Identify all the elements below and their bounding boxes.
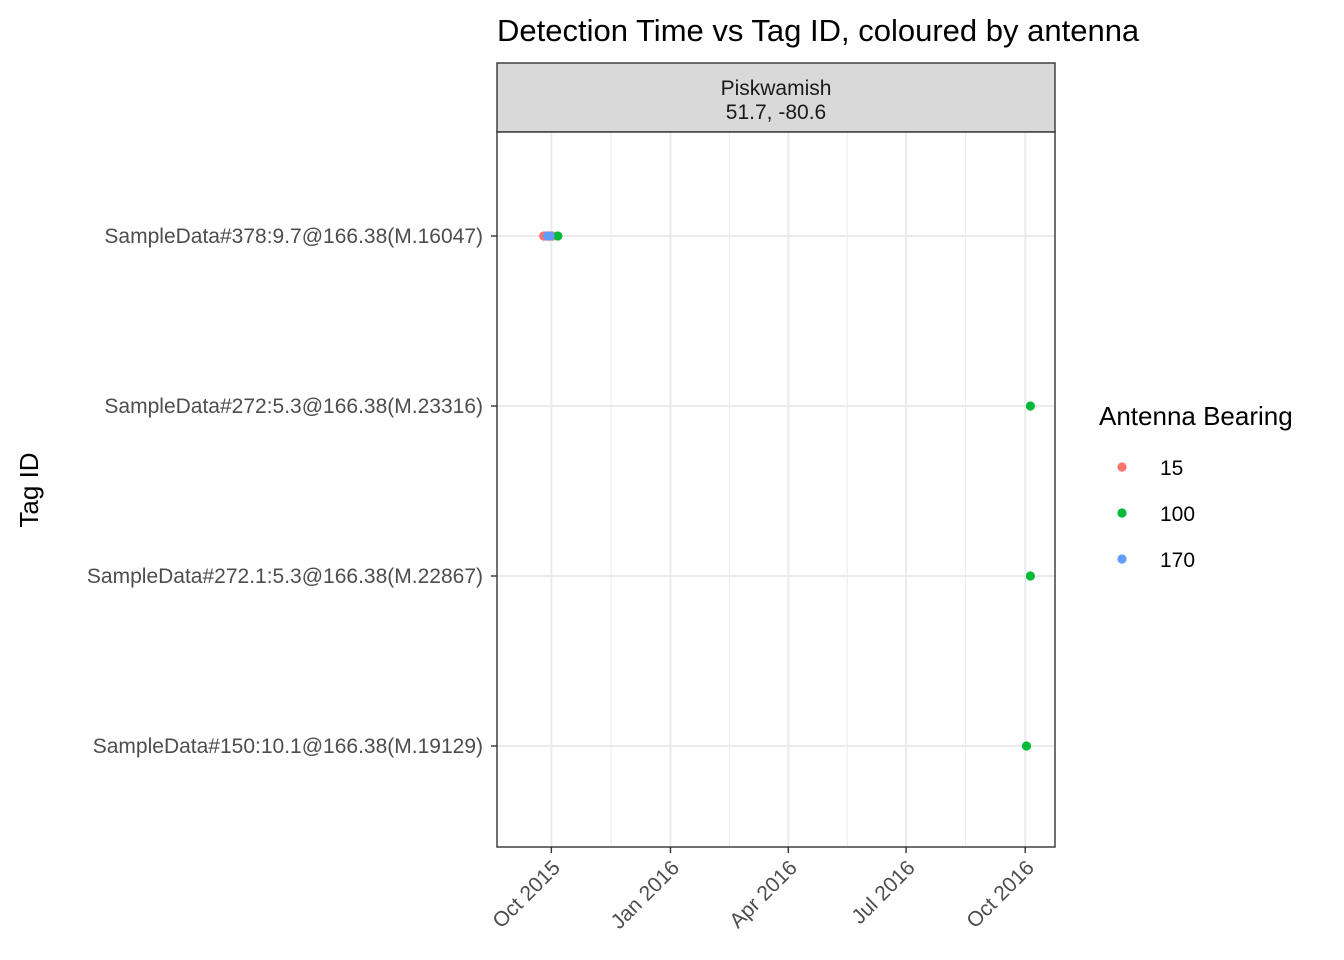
data-point <box>553 231 563 241</box>
x-tick-label: Oct 2015 <box>488 856 565 933</box>
x-tick-label: Oct 2016 <box>962 856 1039 933</box>
facet-name: Piskwamish <box>721 77 832 100</box>
x-axis: Oct 2015 Jan 2016 Apr 2016 Jul 2016 Oct 2016 <box>488 847 1039 934</box>
plot-panel-border <box>496 131 1056 848</box>
plot-panel-bg <box>497 132 1055 847</box>
legend-key <box>1117 554 1127 564</box>
legend-key <box>1117 508 1127 518</box>
y-axis: SampleData#378:9.7@166.38(M.16047) Sample… <box>87 225 497 758</box>
y-tick-label: SampleData#272:5.3@166.38(M.23316) <box>104 395 483 418</box>
legend-label: 170 <box>1160 549 1195 572</box>
data-point <box>545 231 555 241</box>
grid-minor <box>610 132 967 847</box>
legend: Antenna Bearing 15 100 170 <box>1099 401 1293 572</box>
x-tick-label: Jul 2016 <box>847 856 919 928</box>
y-tick-label: SampleData#272.1:5.3@166.38(M.22867) <box>87 565 483 588</box>
y-tick-label: SampleData#150:10.1@166.38(M.19129) <box>93 735 483 758</box>
data-point <box>1021 741 1032 751</box>
legend-label: 15 <box>1160 457 1183 480</box>
chart-title: Detection Time vs Tag ID, coloured by an… <box>497 13 1140 48</box>
facet-strip-bg <box>496 62 1056 133</box>
legend-label: 100 <box>1160 503 1195 526</box>
facet-coords: 51.7, -80.6 <box>726 101 826 124</box>
facet-strip: Piskwamish 51.7, -80.6 <box>496 62 1056 133</box>
data-point <box>1025 401 1036 411</box>
y-tick-label: SampleData#378:9.7@166.38(M.16047) <box>104 225 483 248</box>
data-point <box>1025 571 1036 581</box>
legend-key <box>1117 462 1127 472</box>
x-tick-label: Apr 2016 <box>725 856 802 933</box>
y-axis-title: Tag ID <box>14 452 44 527</box>
plot-panel <box>496 131 1056 848</box>
data-points <box>539 231 1036 751</box>
x-tick-label: Jan 2016 <box>607 856 684 933</box>
grid-major <box>497 132 1055 847</box>
legend-items: 15 100 170 <box>1117 457 1195 572</box>
legend-title: Antenna Bearing <box>1099 401 1293 431</box>
